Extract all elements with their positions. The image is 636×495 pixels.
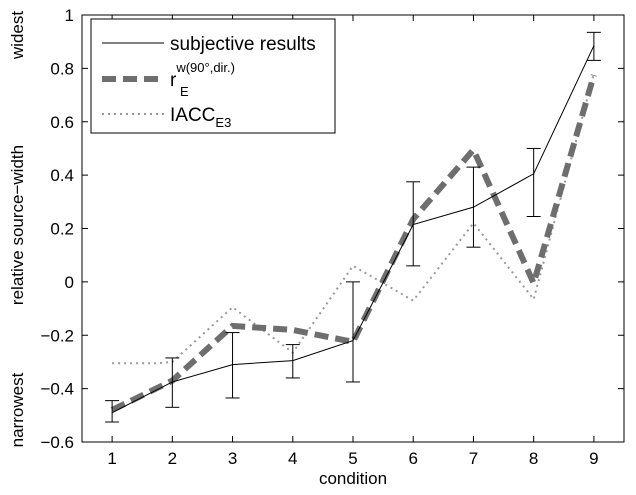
- legend-label-re-sup: w(90°,dir.): [175, 60, 235, 75]
- x-tick-label: 1: [107, 449, 116, 468]
- y-tick-label: 0.2: [50, 220, 74, 239]
- x-axis-label: condition: [319, 469, 387, 488]
- y-tick-label: −0.4: [40, 380, 74, 399]
- series-line-rE: [110, 74, 597, 413]
- legend-label-re: rw(90°,dir.): [170, 60, 235, 91]
- y-tick-label: 0.4: [50, 166, 74, 185]
- y-axis-label: relative source−width: [8, 145, 27, 305]
- legend-label-re-main: r: [170, 70, 177, 91]
- x-tick-label: 6: [408, 449, 417, 468]
- y-axis: −0.6 −0.4 −0.2 0 0.2 0.4 0.6 0.8 1: [40, 6, 624, 452]
- x-tick-label: 5: [348, 449, 357, 468]
- legend: subjective results rw(90°,dir.) E IACCE3: [90, 18, 336, 134]
- x-tick-label: 4: [288, 449, 297, 468]
- x-tick-label: 8: [529, 449, 538, 468]
- y-axis-label-widest: widest: [8, 11, 27, 60]
- y-tick-label: 1: [65, 6, 74, 25]
- y-tick-label: −0.6: [40, 433, 74, 452]
- legend-label-iacc: IACCE3: [170, 105, 231, 130]
- legend-label-iacc-sub: E3: [215, 115, 231, 130]
- x-tick-label: 2: [168, 449, 177, 468]
- legend-label-re-sub: E: [180, 84, 189, 99]
- y-tick-label: 0: [65, 273, 74, 292]
- error-bars: [105, 31, 601, 423]
- y-tick-label: 0.8: [50, 59, 74, 78]
- y-axis-label-narrowest: narrowest: [8, 372, 27, 447]
- legend-label-iacc-main: IACC: [170, 105, 215, 126]
- y-tick-label: −0.2: [40, 326, 74, 345]
- x-tick-label: 3: [228, 449, 237, 468]
- legend-label-subjective: subjective results: [170, 34, 316, 55]
- x-tick-label: 9: [589, 449, 598, 468]
- x-tick-label: 7: [469, 449, 478, 468]
- y-tick-label: 0.6: [50, 113, 74, 132]
